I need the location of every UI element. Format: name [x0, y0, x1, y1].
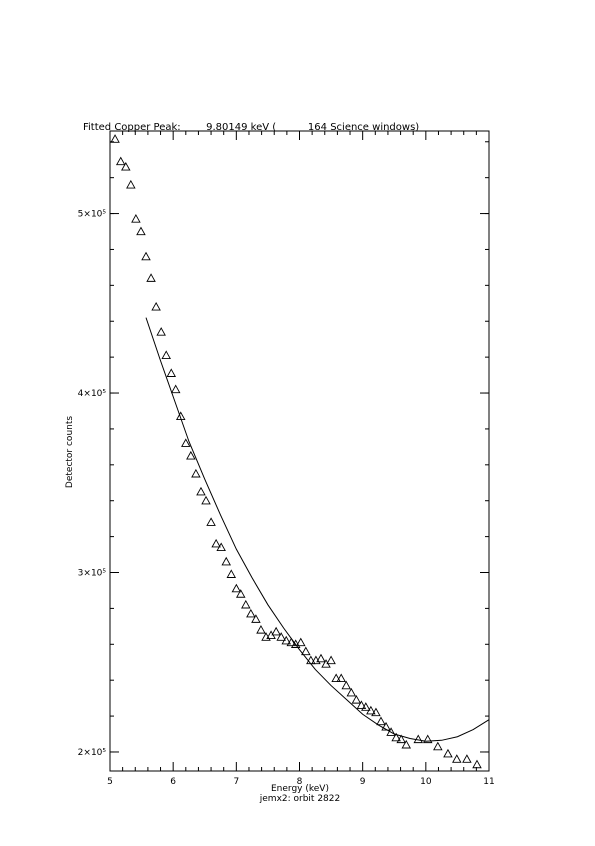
- data-point: [341, 680, 352, 690]
- data-point: [401, 739, 412, 749]
- data-point: [413, 734, 424, 744]
- chart-subtitle: jemx2: orbit 2822: [259, 794, 340, 804]
- data-point: [126, 179, 136, 189]
- data-point: [462, 754, 472, 763]
- data-point: [196, 486, 206, 496]
- data-point: [166, 368, 177, 377]
- data-point: [186, 450, 196, 460]
- data-point: [422, 734, 433, 744]
- data-point: [281, 635, 291, 645]
- data-point: [356, 700, 367, 709]
- data-point: [301, 646, 311, 656]
- y-tick-label: 4×10⁵: [78, 389, 107, 399]
- y-tick-label: 5×10⁵: [78, 210, 107, 220]
- x-tick-label: 9: [360, 777, 366, 787]
- x-tick-label: 11: [483, 777, 494, 787]
- data-point: [131, 214, 141, 223]
- x-tick-label: 5: [107, 777, 113, 787]
- data-point: [271, 626, 281, 636]
- x-tick-label: 6: [170, 777, 176, 787]
- data-point: [251, 614, 261, 623]
- x-tick-label: 7: [233, 777, 239, 787]
- y-axis-label: Detector counts: [65, 416, 75, 488]
- x-tick-label: 8: [297, 777, 303, 787]
- data-point: [386, 727, 396, 736]
- data-point: [235, 589, 246, 598]
- data-point: [146, 273, 156, 282]
- data-point: [141, 251, 151, 261]
- data-point: [351, 695, 362, 704]
- data-point: [295, 637, 306, 647]
- data-point: [433, 741, 443, 751]
- data-point: [156, 327, 166, 336]
- data-point: [443, 748, 453, 758]
- plot-frame: [109, 130, 490, 772]
- data-point: [231, 583, 242, 593]
- data-point: [241, 599, 251, 609]
- data-point: [256, 625, 266, 634]
- data-point: [181, 438, 191, 447]
- data-point: [391, 732, 401, 742]
- data-point: [201, 495, 211, 505]
- data-point: [376, 716, 386, 726]
- data-point: [331, 673, 341, 683]
- data-point: [151, 301, 161, 311]
- data-point: [381, 721, 391, 731]
- data-point: [361, 702, 371, 711]
- data-point: [286, 637, 297, 647]
- data-point: [170, 384, 181, 394]
- y-tick-label: 2×10⁵: [78, 748, 107, 758]
- data-point: [336, 673, 346, 683]
- x-tick-label: 10: [420, 777, 432, 787]
- data-point: [110, 134, 120, 143]
- data-point: [326, 655, 336, 665]
- data-point: [115, 156, 126, 166]
- data-point: [121, 161, 131, 171]
- y-tick-label: 3×10⁵: [78, 569, 107, 579]
- data-point: [371, 707, 381, 717]
- data-point: [246, 608, 256, 618]
- data-point: [211, 538, 221, 548]
- data-point: [216, 542, 226, 552]
- data-point: [206, 517, 216, 526]
- data-point: [226, 569, 237, 578]
- fit-line: [145, 317, 490, 742]
- data-point: [161, 350, 171, 359]
- data-point: [276, 632, 286, 641]
- data-point: [261, 632, 271, 641]
- data-point: [472, 759, 482, 769]
- x-axis-label: Energy (keV): [271, 784, 329, 794]
- chart-title: Fitted Copper Peak: 9.80149 keV ( 164 Sc…: [83, 122, 419, 133]
- data-point: [221, 556, 231, 566]
- data-point: [316, 653, 326, 663]
- data-point: [346, 687, 357, 697]
- data-point: [136, 226, 146, 236]
- data-point: [396, 734, 406, 744]
- data-point: [191, 468, 201, 478]
- data-point: [366, 705, 376, 715]
- data-point: [452, 754, 462, 763]
